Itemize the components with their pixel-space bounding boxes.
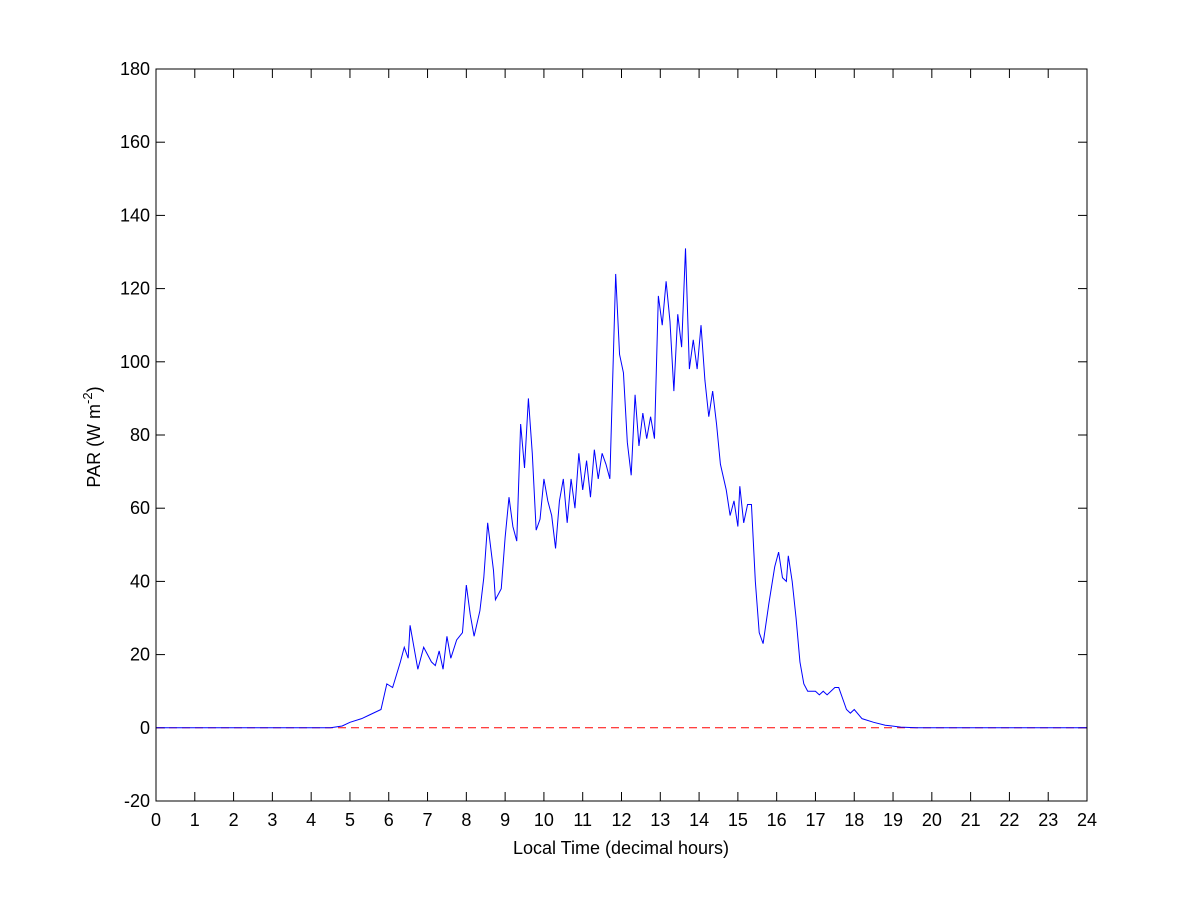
x-tick-label: 5 xyxy=(345,810,355,830)
y-tick-label: 40 xyxy=(130,571,150,591)
x-tick-label: 6 xyxy=(384,810,394,830)
x-tick-label: 9 xyxy=(500,810,510,830)
y-tick-label: 180 xyxy=(120,59,150,79)
y-tick-label: 60 xyxy=(130,498,150,518)
x-tick-label: 12 xyxy=(611,810,631,830)
x-tick-label: 8 xyxy=(461,810,471,830)
x-tick-label: 11 xyxy=(573,810,592,830)
y-tick-label: 140 xyxy=(120,205,150,225)
y-tick-label: 20 xyxy=(130,645,150,665)
y-label-main: PAR (W m xyxy=(84,404,104,488)
x-tick-label: 13 xyxy=(650,810,670,830)
x-tick-label: 4 xyxy=(306,810,316,830)
x-tick-label: 21 xyxy=(961,810,981,830)
y-tick-label: 160 xyxy=(120,132,150,152)
y-tick-label: -20 xyxy=(124,791,150,811)
data-line xyxy=(156,248,1087,729)
x-tick-label: 0 xyxy=(151,810,161,830)
x-tick-label: 7 xyxy=(423,810,433,830)
y-tick-label: 0 xyxy=(140,718,150,738)
x-tick-label: 19 xyxy=(883,810,903,830)
y-axis-label: PAR (W m-2) xyxy=(80,386,104,487)
x-tick-label: 20 xyxy=(922,810,942,830)
x-tick-label: 2 xyxy=(229,810,239,830)
x-axis-label: Local Time (decimal hours) xyxy=(513,838,729,858)
x-tick-label: 23 xyxy=(1038,810,1058,830)
x-tick-label: 22 xyxy=(999,810,1019,830)
x-tick-label: 18 xyxy=(844,810,864,830)
y-label-sup: -2 xyxy=(80,392,95,404)
x-tick-label: 3 xyxy=(267,810,277,830)
x-tick-label: 17 xyxy=(805,810,825,830)
y-tick-label: 100 xyxy=(120,352,150,372)
plot-frame xyxy=(155,68,1088,802)
x-tick-label: 14 xyxy=(689,810,709,830)
y-tick-label: 80 xyxy=(130,425,150,445)
x-tick-label: 16 xyxy=(767,810,787,830)
y-tick-label: 120 xyxy=(120,279,150,299)
x-tick-label: 15 xyxy=(728,810,748,830)
x-tick-label: 1 xyxy=(190,810,200,830)
x-tick-label: 24 xyxy=(1077,810,1097,830)
y-label-tail: ) xyxy=(84,386,104,392)
x-tick-label: 10 xyxy=(534,810,554,830)
